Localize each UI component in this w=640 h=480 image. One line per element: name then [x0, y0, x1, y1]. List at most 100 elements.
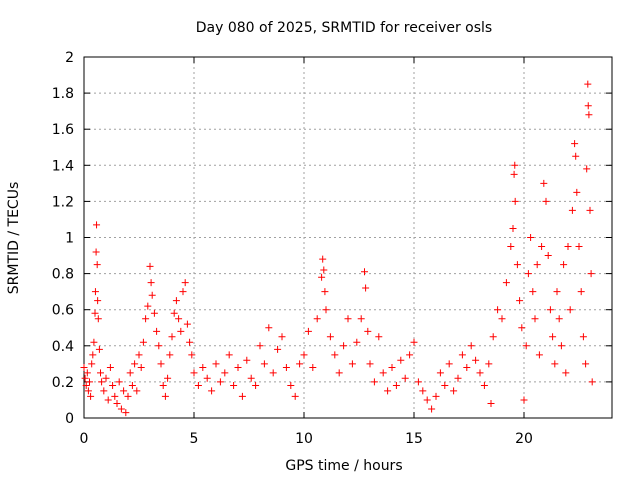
data-point	[472, 356, 480, 364]
data-point	[179, 288, 187, 296]
data-point	[252, 382, 260, 390]
data-point	[164, 374, 172, 382]
data-point	[531, 315, 539, 323]
y-tick-label: 1.6	[52, 122, 74, 138]
data-point	[113, 400, 121, 408]
data-point	[216, 378, 224, 386]
data-point	[300, 351, 308, 359]
x-axis-label: GPS time / hours	[285, 458, 402, 474]
data-point	[364, 327, 372, 335]
data-point	[115, 378, 123, 386]
data-point	[538, 243, 546, 251]
data-point	[104, 396, 112, 404]
data-point	[120, 387, 128, 395]
data-point	[566, 306, 574, 314]
data-point	[533, 261, 541, 269]
data-point	[122, 409, 130, 417]
data-point	[287, 382, 295, 390]
data-point	[102, 374, 110, 382]
data-point	[436, 369, 444, 377]
data-point	[181, 279, 189, 287]
data-point	[335, 369, 343, 377]
data-point	[203, 374, 211, 382]
data-point	[147, 279, 155, 287]
data-point	[98, 378, 106, 386]
data-point	[362, 284, 370, 292]
data-point	[397, 356, 405, 364]
data-point	[144, 302, 152, 310]
data-point	[126, 369, 134, 377]
data-point	[516, 297, 524, 305]
data-point	[370, 378, 378, 386]
data-point	[82, 382, 90, 390]
data-point	[260, 360, 268, 368]
data-point	[551, 360, 559, 368]
data-point	[172, 297, 180, 305]
data-point	[586, 206, 594, 214]
data-point	[117, 405, 125, 413]
data-point	[208, 387, 216, 395]
data-point	[344, 315, 352, 323]
data-point	[579, 333, 587, 341]
data-point	[304, 327, 312, 335]
data-point	[575, 243, 583, 251]
data-point	[401, 374, 409, 382]
data-point	[572, 152, 580, 160]
data-point	[518, 324, 526, 332]
data-point	[86, 378, 93, 386]
data-point	[91, 309, 99, 317]
data-point	[161, 392, 169, 400]
data-point	[406, 351, 414, 359]
data-point	[432, 392, 440, 400]
data-point	[467, 342, 475, 350]
y-tick-label: 1.4	[52, 158, 74, 174]
data-point	[269, 369, 277, 377]
data-point	[225, 351, 233, 359]
data-point	[544, 252, 552, 260]
data-point	[146, 262, 154, 270]
data-point	[428, 405, 436, 413]
y-tick-label: 0.8	[52, 267, 74, 283]
data-point	[166, 351, 174, 359]
data-point	[568, 206, 576, 214]
data-point	[93, 261, 101, 269]
data-point	[423, 396, 431, 404]
y-tick-label: 0	[65, 411, 74, 427]
data-point	[361, 268, 368, 276]
data-point	[535, 351, 543, 359]
data-points	[80, 80, 596, 417]
data-point	[87, 392, 95, 400]
data-point	[111, 392, 119, 400]
data-point	[584, 80, 592, 88]
x-tick-label: 10	[295, 431, 313, 447]
data-point	[320, 266, 328, 274]
data-point	[247, 374, 255, 382]
data-point	[80, 363, 88, 371]
data-point	[124, 392, 132, 400]
y-tick-label: 0.4	[52, 339, 74, 355]
data-point	[142, 315, 150, 323]
data-point	[511, 197, 519, 205]
data-point	[577, 288, 585, 296]
data-point	[510, 170, 518, 178]
data-point	[183, 320, 191, 328]
data-point	[513, 261, 521, 269]
data-point	[296, 360, 304, 368]
data-point	[234, 363, 242, 371]
data-point	[511, 161, 519, 169]
data-point	[348, 360, 356, 368]
x-tick-label: 15	[405, 431, 423, 447]
data-point	[441, 382, 449, 390]
data-point	[375, 333, 383, 341]
data-point	[128, 382, 136, 390]
data-point	[321, 288, 329, 296]
data-point	[194, 382, 202, 390]
data-point	[100, 387, 108, 395]
data-point	[150, 309, 158, 317]
data-point	[527, 234, 535, 241]
x-tick-label: 5	[190, 431, 199, 447]
data-point	[485, 360, 493, 368]
data-point	[84, 387, 92, 395]
data-point	[83, 369, 91, 377]
y-tick-label: 0.2	[52, 375, 74, 391]
